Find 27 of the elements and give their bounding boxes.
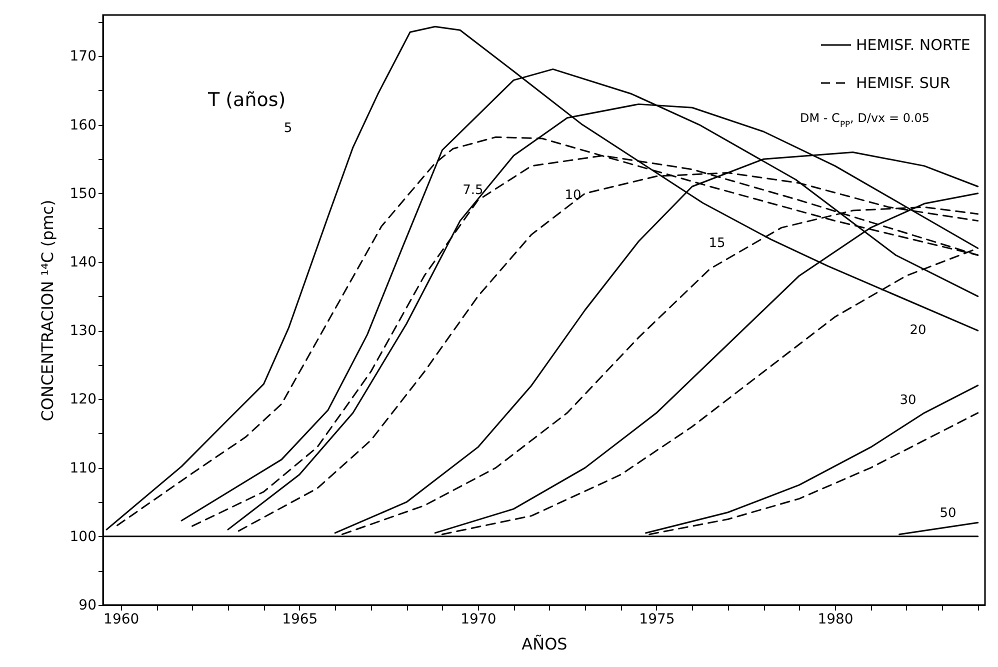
y-tick-label: 130 xyxy=(70,323,96,340)
x-tick-label: 1980 xyxy=(818,612,854,628)
annotation: 20 xyxy=(910,323,926,338)
legend-label: HEMISF. NORTE xyxy=(856,36,970,54)
y-tick-label: 160 xyxy=(70,117,96,134)
y-axis-title: CONCENTRACION ¹⁴C (pmc) xyxy=(38,200,57,422)
x-tick-label: 1960 xyxy=(104,612,140,628)
annotation: 15 xyxy=(708,236,726,251)
x-tick-label: 1965 xyxy=(282,612,318,628)
annotation: T (años) xyxy=(207,89,286,111)
annotation: 10 xyxy=(564,188,582,203)
y-tick-label: 100 xyxy=(70,528,96,545)
x-tick-label: 1975 xyxy=(639,612,675,628)
y-tick-label: 150 xyxy=(70,186,96,202)
annotation: 5 xyxy=(284,121,292,136)
annotation: DM - C$_{PP}$, D/vx = 0.05 xyxy=(800,111,930,129)
x-tick-label: 1970 xyxy=(460,612,496,628)
y-tick-label: 90 xyxy=(78,598,96,614)
y-tick-label: 110 xyxy=(70,460,96,476)
annotation: 30 xyxy=(900,393,916,408)
y-tick-label: 170 xyxy=(70,48,96,65)
legend-label: HEMISF. SUR xyxy=(856,74,950,92)
y-tick-label: 120 xyxy=(70,392,96,408)
x-axis-title: AÑOS xyxy=(522,634,568,654)
annotation: 7.5 xyxy=(462,183,484,198)
y-tick-label: 140 xyxy=(70,254,96,270)
annotation: 50 xyxy=(940,506,956,521)
